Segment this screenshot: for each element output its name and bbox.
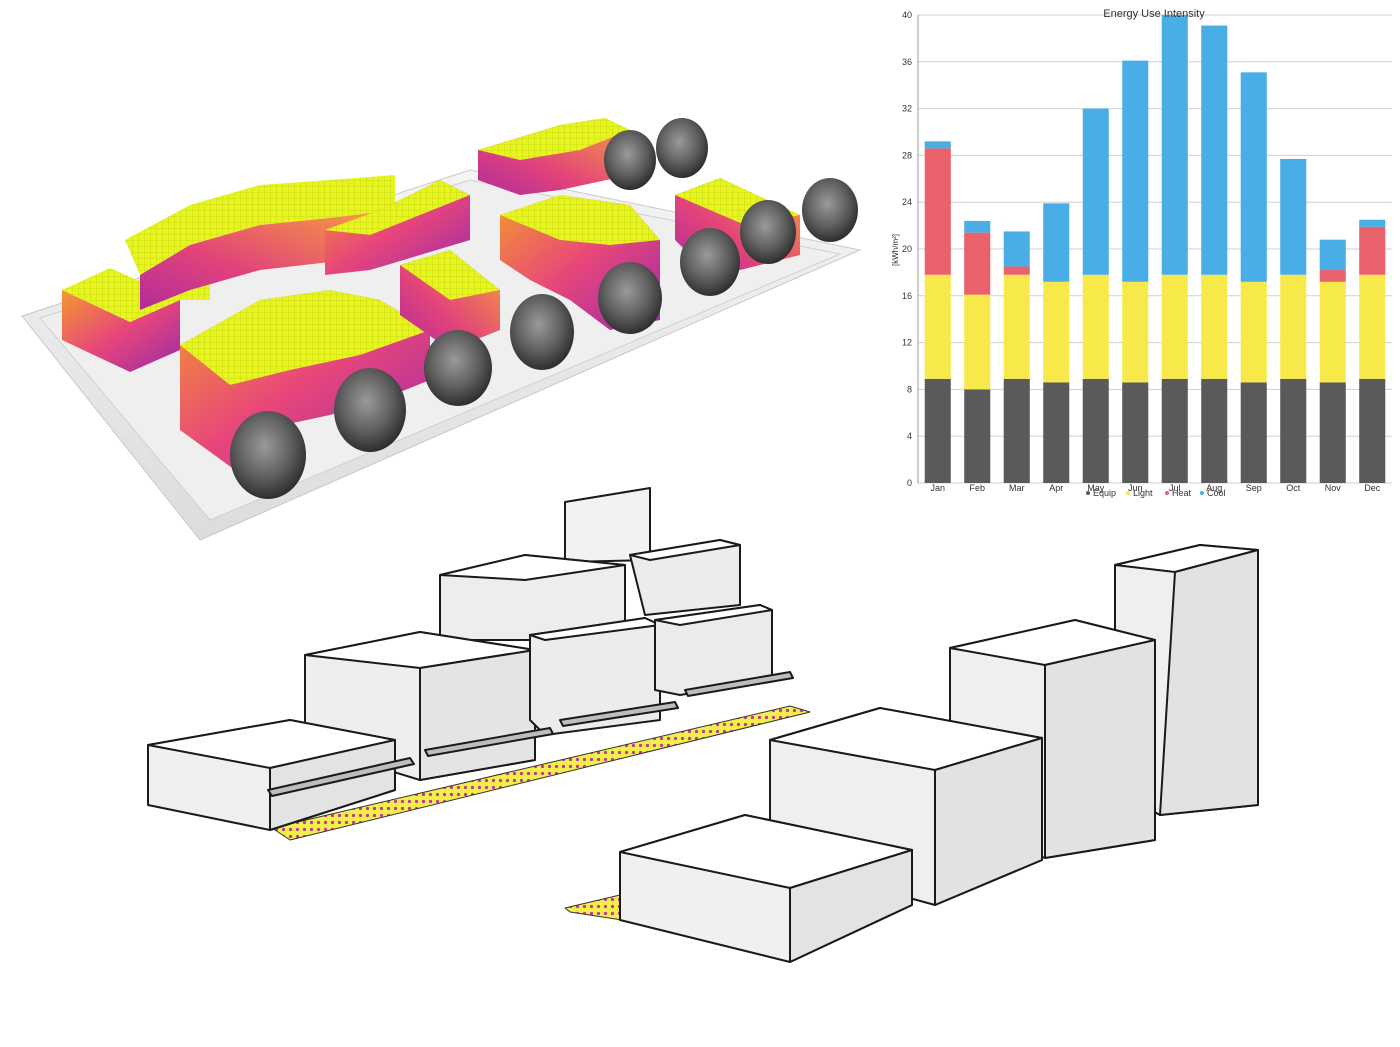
bar-cool-jun: [1122, 60, 1149, 282]
x-tick-label: Aug: [1206, 483, 1222, 493]
x-tick-label: Jun: [1128, 483, 1143, 493]
x-tick-label: Apr: [1049, 483, 1063, 493]
legend-swatch-heat: [1165, 491, 1169, 495]
bar-heat-jan: [924, 148, 951, 275]
bar-light-dec: [1359, 274, 1386, 379]
y-tick-label: 28: [902, 150, 912, 160]
y-tick-label: 20: [902, 244, 912, 254]
bar-light-jan: [924, 274, 951, 379]
bar-light-apr: [1043, 281, 1070, 383]
bar-cool-aug: [1201, 25, 1228, 275]
legend-label-cool: Cool: [1207, 488, 1226, 498]
bar-light-aug: [1201, 274, 1228, 379]
bar-light-oct: [1280, 274, 1307, 379]
bar-equip-jan: [924, 378, 951, 483]
x-tick-label: Feb: [969, 483, 985, 493]
bar-light-nov: [1319, 281, 1346, 383]
bar-cool-apr: [1043, 203, 1070, 282]
x-tick-label: Mar: [1009, 483, 1025, 493]
bar-light-jul: [1161, 274, 1188, 379]
chart-bars: [924, 15, 1386, 483]
chart-legend: Equip Light Heat Cool: [1086, 488, 1226, 498]
legend-swatch-cool: [1200, 491, 1204, 495]
bar-light-mar: [1003, 274, 1030, 379]
legend-label-equip: Equip: [1093, 488, 1116, 498]
chart-title: Energy Use Intensity: [1103, 8, 1205, 20]
chart-gridlines: [918, 14, 1392, 484]
chart-axes: 0 4 8 12 16 20 24 28 32 36 40 Jan Feb Mar Apr May Jun Jul…: [902, 10, 1381, 493]
bar-cool-feb: [964, 220, 991, 233]
bar-cool-oct: [1280, 158, 1307, 275]
bar-heat-mar: [1003, 266, 1030, 275]
y-axis-label: [kWh/m²]: [891, 234, 900, 266]
bar-equip-sep: [1240, 382, 1267, 483]
bar-cool-may: [1082, 108, 1109, 275]
bar-heat-feb: [964, 232, 991, 295]
legend-swatch-light: [1126, 491, 1130, 495]
y-tick-label: 40: [902, 10, 912, 20]
bar-cool-jul: [1161, 15, 1188, 275]
y-tick-label: 8: [907, 384, 912, 394]
bar-cool-dec: [1359, 219, 1386, 227]
bar-light-sep: [1240, 281, 1267, 383]
y-tick-label: 24: [902, 197, 912, 207]
bar-cool-sep: [1240, 72, 1267, 282]
y-tick-label: 32: [902, 104, 912, 114]
right-building-row: [619, 544, 1259, 963]
left-building-row: [147, 487, 794, 831]
trees: [230, 118, 858, 499]
bar-equip-oct: [1280, 378, 1307, 483]
bar-light-jun: [1122, 281, 1149, 383]
bar-light-may: [1082, 274, 1109, 379]
analysis-grid-strip: [271, 705, 811, 921]
bar-equip-apr: [1043, 382, 1070, 483]
y-tick-label: 0: [907, 478, 912, 488]
street-canyon-massing: [147, 487, 1259, 963]
bar-equip-mar: [1003, 378, 1030, 483]
legend-label-heat: Heat: [1172, 488, 1192, 498]
x-tick-label: Jul: [1169, 483, 1181, 493]
bar-cool-jan: [924, 141, 951, 149]
bar-equip-dec: [1359, 378, 1386, 483]
bar-cool-nov: [1319, 239, 1346, 271]
y-tick-label: 4: [907, 431, 912, 441]
building-block-center: [180, 180, 500, 470]
energy-use-intensity-chart: 0 4 8 12 16 20 24 28 32 36 40 Jan Feb Mar Apr May Jun Jul…: [880, 0, 1400, 510]
x-tick-label: Oct: [1286, 483, 1301, 493]
bar-equip-jul: [1161, 378, 1188, 483]
bar-heat-dec: [1359, 226, 1386, 275]
bar-equip-nov: [1319, 382, 1346, 483]
y-tick-label: 12: [902, 338, 912, 348]
bar-equip-may: [1082, 378, 1109, 483]
bar-light-feb: [964, 294, 991, 390]
bar-equip-feb: [964, 389, 991, 483]
y-tick-label: 36: [902, 57, 912, 67]
bar-equip-jun: [1122, 382, 1149, 483]
urban-massing-render: [21, 118, 862, 541]
bar-heat-nov: [1319, 270, 1346, 282]
x-tick-label: Jan: [930, 483, 945, 493]
x-tick-label: Nov: [1325, 483, 1342, 493]
y-tick-label: 16: [902, 291, 912, 301]
bar-cool-mar: [1003, 231, 1030, 267]
x-tick-label: May: [1087, 483, 1105, 493]
x-tick-label: Sep: [1246, 483, 1262, 493]
legend-label-light: Light: [1133, 488, 1153, 498]
legend-swatch-equip: [1086, 491, 1090, 495]
bar-equip-aug: [1201, 378, 1228, 483]
x-tick-label: Dec: [1364, 483, 1381, 493]
